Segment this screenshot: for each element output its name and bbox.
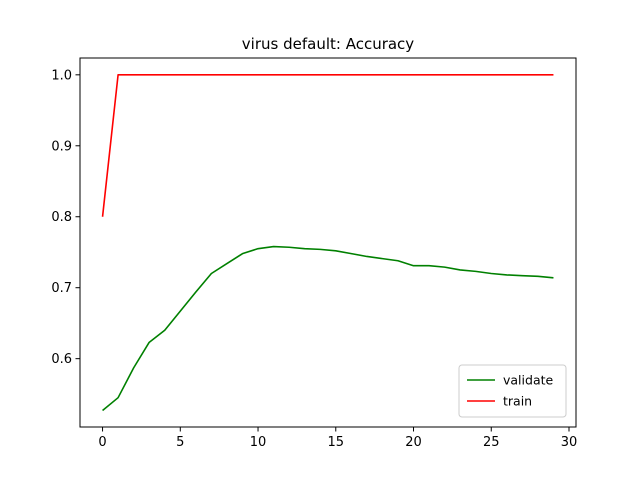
legend-label-validate: validate (503, 373, 553, 388)
series-line-train (101, 74, 554, 217)
legend-label-train: train (503, 394, 532, 409)
x-tick-label: 10 (250, 435, 267, 450)
y-tick-label: 0.9 (51, 139, 72, 154)
y-tick-label: 0.8 (51, 210, 72, 225)
x-tick-label: 25 (483, 435, 500, 450)
legend: validate train (458, 364, 567, 418)
x-tick-label: 30 (561, 435, 578, 450)
legend-box (458, 364, 567, 418)
y-tick-label: 1.0 (51, 68, 72, 83)
chart-title: virus default: Accuracy (242, 35, 415, 53)
y-tick-label: 0.6 (51, 352, 72, 367)
x-tick-label: 5 (176, 435, 184, 450)
x-tick-label: 20 (405, 435, 422, 450)
axes-frame (79, 57, 577, 428)
plot-area: 0 5 10 15 20 25 30 0.6 0.7 0.8 0.9 1.0 (51, 57, 578, 450)
y-tick-label: 0.7 (51, 281, 72, 296)
x-tick-label: 0 (98, 435, 106, 450)
x-tick-label: 15 (328, 435, 345, 450)
series-line-validate (102, 245, 554, 412)
